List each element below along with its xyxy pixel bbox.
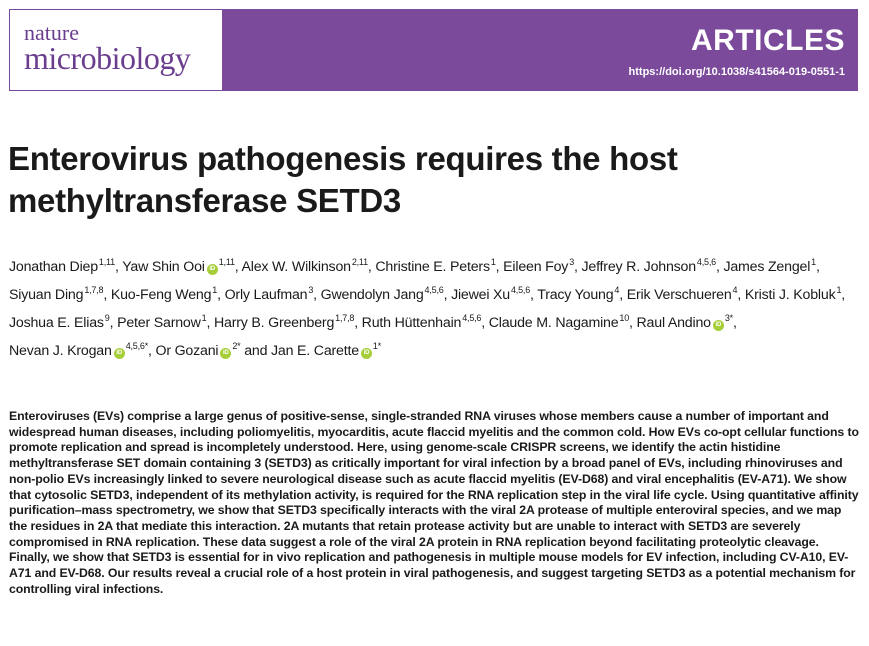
affiliation-marker: 3 [569, 257, 574, 267]
author-name-text: James Zengel [723, 259, 811, 275]
author-name[interactable]: Harry B. Greenberg1,7,8 [213, 313, 355, 332]
affiliation-marker: 4 [732, 285, 738, 295]
author-name[interactable]: Kristi J. Kobluk1 [744, 285, 842, 304]
journal-name-bottom: microbiology [24, 40, 191, 76]
author-name-text: Eileen Foy [503, 259, 569, 275]
author-name-text: Jiewei Xu [451, 287, 510, 303]
journal-logo[interactable]: nature microbiology [24, 20, 191, 76]
orcid-icon[interactable]: iD [360, 348, 372, 359]
author-name[interactable]: Tracy Young4 [537, 285, 620, 304]
affiliation-marker: 10 [619, 313, 630, 323]
affiliation-marker: 1 [201, 313, 207, 323]
author-name[interactable]: Kuo-Feng Weng1 [110, 285, 218, 304]
affiliation-marker: 4,5,6* [125, 341, 149, 351]
author-name[interactable]: Siyuan Ding1,7,8 [9, 285, 104, 304]
author-name-text: Kuo-Feng Weng [110, 287, 212, 303]
author-name-text: Peter Sarnow [117, 315, 201, 331]
affiliation-marker: 1* [372, 341, 382, 351]
author-name-text: Siyuan Ding [9, 287, 84, 303]
author-name-text: Christine E. Peters [375, 259, 490, 275]
author-name[interactable]: Peter Sarnow1 [117, 313, 207, 332]
affiliation-marker: 1,11 [218, 257, 235, 267]
orcid-icon[interactable]: iD [113, 348, 125, 359]
orcid-icon[interactable]: iD [712, 320, 724, 331]
author-name[interactable]: Yaw Shin Ooi iD1,11 [122, 257, 235, 275]
author-name[interactable]: Orly Laufman3 [224, 285, 314, 304]
journal-header: nature microbiology ARTICLES https://doi… [9, 9, 858, 91]
affiliation-marker: 2* [232, 341, 241, 351]
affiliation-marker: 1 [490, 257, 496, 267]
author-name[interactable]: Eileen Foy3 [503, 257, 574, 276]
affiliation-marker: 1 [811, 257, 816, 267]
header-bar: ARTICLES https://doi.org/10.1038/s41564-… [222, 10, 857, 90]
affiliation-marker: 1 [836, 285, 842, 295]
author-name-text: Gwendolyn Jang [320, 287, 424, 303]
author-name[interactable]: Jan E. Carette iD1* [271, 341, 382, 359]
author-name[interactable]: Christine E. Peters1 [375, 257, 496, 276]
author-name-text: Alex W. Wilkinson [241, 259, 351, 275]
author-list: Jonathan Diep1,11, Yaw Shin Ooi iD1,11, A… [9, 257, 846, 359]
abstract: Enteroviruses (EVs) comprise a large gen… [9, 409, 859, 596]
author-name-text: Jan E. Carette [271, 343, 359, 359]
affiliation-marker: 1,11 [98, 257, 115, 267]
affiliation-marker: 2,11 [351, 257, 368, 267]
orcid-icon[interactable]: iD [206, 264, 218, 275]
author-name-text: Ruth Hüttenhain [361, 315, 462, 331]
affiliation-marker: 3 [308, 285, 314, 295]
author-name-text: Tracy Young [537, 287, 614, 303]
author-name-text: Nevan J. Krogan [9, 343, 112, 359]
doi-link[interactable]: https://doi.org/10.1038/s41564-019-0551-… [628, 66, 845, 78]
author-name[interactable]: Joshua E. Elias9 [9, 313, 110, 332]
section-label: ARTICLES [691, 24, 845, 57]
affiliation-marker: 9 [104, 313, 110, 323]
author-name-text: Raul Andino [636, 315, 712, 331]
affiliation-marker: 4,5,6 [510, 285, 531, 295]
affiliation-marker: 4,5,6 [696, 257, 716, 267]
affiliation-marker: 4 [614, 285, 620, 295]
author-name-text: Yaw Shin Ooi [122, 259, 205, 275]
author-name[interactable]: James Zengel1 [723, 257, 816, 276]
orcid-icon[interactable]: iD [220, 348, 232, 359]
affiliation-marker: 4,5,6 [462, 313, 482, 323]
author-name-text: Joshua E. Elias [9, 315, 104, 331]
author-name[interactable]: Ruth Hüttenhain4,5,6 [361, 313, 482, 332]
author-name-text: Jonathan Diep [9, 259, 98, 275]
author-name-text: Erik Verschueren [626, 287, 732, 303]
affiliation-marker: 1,7,8 [335, 313, 355, 323]
author-name[interactable]: Alex W. Wilkinson2,11 [241, 257, 368, 276]
author-name[interactable]: Gwendolyn Jang4,5,6 [320, 285, 444, 304]
author-name-text: Orly Laufman [224, 287, 308, 303]
article-title: Enterovirus pathogenesis requires the ho… [8, 140, 678, 219]
author-name-text: Kristi J. Kobluk [744, 287, 836, 303]
author-name-text: Or Gozani [155, 343, 219, 359]
author-name[interactable]: Jiewei Xu4,5,6 [451, 285, 531, 304]
author-name[interactable]: Or Gozani iD2* [155, 341, 241, 359]
author-name[interactable]: Nevan J. Krogan iD4,5,6* [9, 341, 149, 359]
author-name[interactable]: Claude M. Nagamine10 [488, 313, 630, 332]
affiliation-marker: 4,5,6 [424, 285, 444, 295]
author-name-text: Jeffrey R. Johnson [581, 259, 696, 275]
author-name[interactable]: Jonathan Diep1,11 [9, 257, 115, 276]
author-name-text: Harry B. Greenberg [213, 315, 335, 331]
author-name[interactable]: Raul Andino iD3* [636, 313, 733, 331]
affiliation-marker: 1 [212, 285, 218, 295]
author-name-text: Claude M. Nagamine [488, 315, 619, 331]
affiliation-marker: 3* [724, 313, 733, 323]
journal-name-top: nature [24, 20, 79, 45]
author-name[interactable]: Erik Verschueren4 [626, 285, 738, 304]
affiliation-marker: 1,7,8 [84, 285, 104, 295]
author-name[interactable]: Jeffrey R. Johnson4,5,6 [581, 257, 716, 276]
